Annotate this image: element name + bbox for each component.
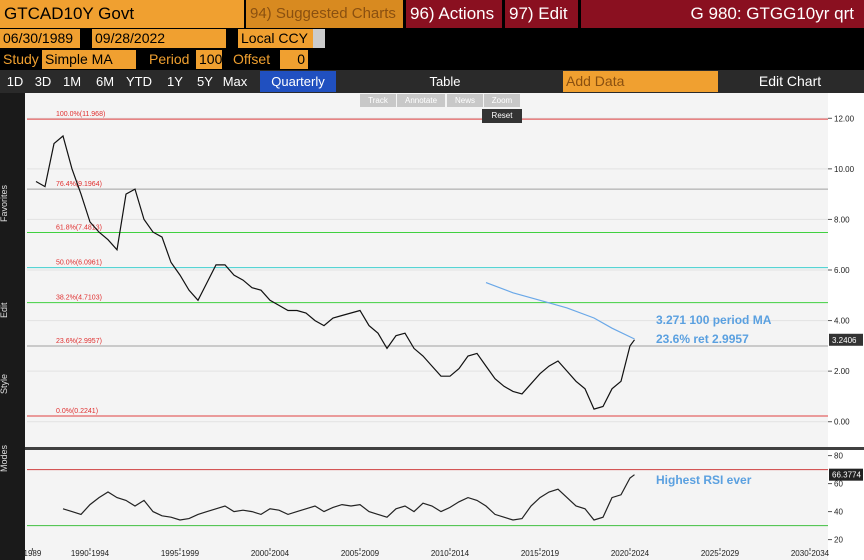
offset-label: Offset — [233, 51, 271, 67]
tool-button[interactable]: Track — [360, 94, 396, 107]
study[interactable]: Simple MA — [42, 50, 136, 69]
separator — [25, 447, 864, 450]
table-tab[interactable]: Table — [429, 74, 461, 89]
range-tab[interactable]: 1M — [62, 74, 82, 89]
reset-button[interactable]: Reset — [482, 109, 522, 123]
range-tab[interactable]: 6M — [95, 74, 115, 89]
y-tick-label: 60 — [834, 480, 843, 489]
annotation: 23.6% ret 2.9957 — [656, 332, 749, 346]
tool-button[interactable]: Zoom — [484, 94, 520, 107]
y-tick-label: 0.00 — [834, 418, 850, 427]
range-tab[interactable]: 1D — [6, 74, 24, 89]
function-title: G 980: GTGG10yr qrt — [581, 0, 864, 28]
period[interactable]: 100 — [196, 50, 222, 69]
period-label: Period — [149, 51, 190, 67]
level-label: 50.0%(6.0961) — [56, 260, 102, 267]
last-value-box — [829, 333, 863, 346]
series-line — [485, 282, 635, 340]
sidebar-label: Edit — [0, 302, 9, 318]
y-tick-label: 2.00 — [834, 367, 850, 376]
plot-bg — [25, 93, 828, 560]
sidebar-label: Style — [0, 374, 9, 394]
actions[interactable]: 96) Actions — [406, 0, 502, 28]
x-tick-label: 1995-1999 — [161, 549, 200, 558]
level-label: 0.0%(0.2241) — [56, 408, 98, 415]
last-value-label: 3.2406 — [832, 336, 857, 345]
x-tick-label: 2030-2034 — [791, 549, 830, 558]
tool-button[interactable]: News — [447, 94, 483, 107]
level-label: 61.8%(7.4813) — [56, 225, 102, 232]
axis-bg — [828, 93, 864, 560]
series-line — [35, 134, 635, 410]
x-tick-label: 2000-2004 — [251, 549, 290, 558]
range-tab[interactable]: YTD — [126, 74, 152, 89]
sidebar-label: Modes — [0, 444, 9, 472]
level-label: 76.4%(9.1964) — [56, 181, 102, 188]
security[interactable]: GTCAD10Y Govt — [0, 0, 244, 28]
x-tick-label: 1990-1994 — [71, 549, 110, 558]
range-tab[interactable]: 1Y — [167, 74, 183, 89]
sidebar — [0, 93, 25, 560]
x-tick-label: 1989 — [24, 549, 42, 558]
annotation: 3.271 100 period MA — [656, 313, 772, 327]
last-value-box — [829, 468, 863, 481]
last-value-label: 66.3774 — [832, 471, 861, 480]
start-date[interactable]: 06/30/1989 — [0, 29, 80, 48]
currency[interactable]: Local CCY — [238, 29, 313, 48]
y-tick-label: 4.00 — [834, 317, 850, 326]
frequency[interactable]: Quarterly — [260, 71, 336, 92]
annotation: Highest RSI ever — [656, 473, 752, 487]
dropdown[interactable] — [313, 29, 325, 48]
series-line — [62, 474, 635, 521]
add-data[interactable]: Add Data — [563, 71, 718, 92]
study-label: Study — [3, 51, 39, 67]
range-tab[interactable]: 3D — [34, 74, 52, 89]
range-tab[interactable]: Max — [222, 74, 248, 89]
y-tick-label: 6.00 — [834, 266, 850, 275]
level-label: 38.2%(4.7103) — [56, 295, 102, 302]
x-tick-label: 2015-2019 — [521, 549, 560, 558]
y-tick-label: 80 — [834, 452, 843, 461]
y-tick-label: 8.00 — [834, 215, 850, 224]
y-tick-label: 40 — [834, 508, 843, 517]
sidebar-labels: Favorites Edit Style Modes — [0, 184, 9, 472]
level-label: 23.6%(2.9957) — [56, 338, 102, 345]
end-date[interactable]: 09/28/2022 — [92, 29, 226, 48]
x-tick-label: 2025-2029 — [701, 549, 740, 558]
x-tick-label: 2005-2009 — [341, 549, 380, 558]
level-label: 100.0%(11.968) — [56, 111, 105, 118]
x-tick-label: 2020-2024 — [611, 549, 650, 558]
suggested-charts[interactable]: 94) Suggested Charts — [246, 0, 403, 28]
x-tick-label: 2010-2014 — [431, 549, 470, 558]
tool-button[interactable]: Annotate — [397, 94, 445, 107]
y-tick-label: 20 — [834, 536, 843, 545]
sidebar-label: Favorites — [0, 184, 9, 222]
offset[interactable]: 0 — [280, 50, 308, 69]
edit-menu[interactable]: 97) Edit — [505, 0, 578, 28]
edit-chart[interactable]: Edit Chart — [758, 73, 822, 89]
y-tick-label: 12.00 — [834, 114, 855, 123]
range-tab[interactable]: 5Y — [197, 74, 213, 89]
y-tick-label: 10.00 — [834, 165, 855, 174]
